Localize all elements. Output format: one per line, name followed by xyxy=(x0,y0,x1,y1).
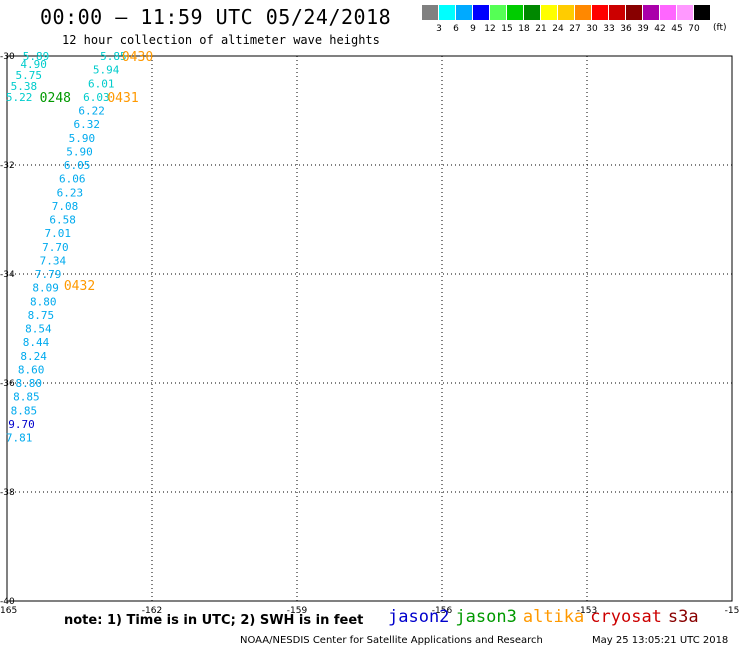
color-scale-label: 39 xyxy=(637,24,649,34)
color-swatch xyxy=(507,5,523,20)
wave-height-label: 7.70 xyxy=(42,241,69,254)
color-scale-label: 27 xyxy=(569,24,581,34)
color-swatch xyxy=(575,5,591,20)
wave-height-label: 5.94 xyxy=(93,64,120,77)
color-swatch xyxy=(439,5,455,20)
wave-height-label: 7.79 xyxy=(35,268,62,281)
color-scale-label: 42 xyxy=(654,24,666,34)
wave-height-label: 6.22 xyxy=(78,105,105,118)
wave-height-label: 5.85 xyxy=(100,50,127,63)
satellite-legend-item: jason2 xyxy=(388,607,450,627)
wave-height-label: 7.08 xyxy=(52,200,79,213)
color-scale-label: 12 xyxy=(484,24,496,34)
wave-height-label: 9.70 xyxy=(8,418,35,431)
wave-height-label: 8.24 xyxy=(20,350,47,363)
color-swatch xyxy=(490,5,506,20)
y-tick-label: -40 xyxy=(0,597,15,607)
color-swatch xyxy=(524,5,540,20)
satellite-legend-item: jason3 xyxy=(455,607,517,627)
color-scale-label: 36 xyxy=(620,24,632,34)
x-tick-label: -153 xyxy=(577,606,597,616)
wave-height-label: 8.75 xyxy=(28,309,55,322)
color-swatch xyxy=(473,5,489,20)
satellite-legend-item: s3a xyxy=(667,607,699,627)
pass-time-label: 0430 xyxy=(122,50,153,65)
color-swatch xyxy=(626,5,642,20)
wave-height-label: 4.90 xyxy=(20,58,47,71)
x-tick-label: -159 xyxy=(287,606,308,616)
color-scale-label: 33 xyxy=(603,24,615,34)
wave-height-label: 5.22 xyxy=(6,91,33,104)
wave-height-label: 5.90 xyxy=(66,145,93,158)
color-scale-label: 45 xyxy=(671,24,683,34)
wave-height-label: 6.32 xyxy=(74,118,101,131)
wave-height-label: 5.75 xyxy=(16,69,43,82)
x-tick-label: -15 xyxy=(725,606,740,616)
color-swatch xyxy=(456,5,472,20)
satellite-legend-item: altika xyxy=(522,607,585,627)
color-scale-label: 18 xyxy=(518,24,530,34)
wave-height-label: 8.09 xyxy=(32,282,59,295)
wave-height-label: 6.03 xyxy=(83,91,110,104)
x-tick-label: -165 xyxy=(0,606,17,616)
color-swatch xyxy=(677,5,693,20)
wave-height-label: 8.85 xyxy=(13,391,40,404)
satellite-legend: jason2 jason3 altika cryosat s3a xyxy=(388,607,705,627)
wave-height-label: 6.05 xyxy=(64,159,91,172)
color-scale-label: 70 xyxy=(688,24,700,34)
wave-height-label: 8.80 xyxy=(16,377,43,390)
y-tick-label: -36 xyxy=(0,379,15,389)
color-swatch xyxy=(643,5,659,20)
wave-height-label: 5.89 xyxy=(23,50,50,63)
color-scale-label: 9 xyxy=(470,24,476,34)
pass-time-label: 0431 xyxy=(107,91,138,106)
y-tick-label: -32 xyxy=(0,161,15,171)
footer-credit: NOAA/NESDIS Center for Satellite Applica… xyxy=(240,635,543,646)
wave-height-label: 5.90 xyxy=(69,132,96,145)
wave-height-label: 8.60 xyxy=(18,363,45,376)
y-tick-label: -30 xyxy=(0,52,15,62)
color-scale-label: 15 xyxy=(501,24,513,34)
color-swatch xyxy=(592,5,608,20)
wave-height-label: 6.06 xyxy=(59,173,86,186)
color-scale-label: 21 xyxy=(535,24,547,34)
color-scale-label: 30 xyxy=(586,24,598,34)
satellite-legend-item: cryosat xyxy=(590,607,662,627)
color-swatch xyxy=(422,5,438,20)
color-swatch xyxy=(694,5,710,20)
color-swatch xyxy=(660,5,676,20)
chart-title: 00:00 – 11:59 UTC 05/24/2018 xyxy=(40,5,392,29)
color-swatch xyxy=(541,5,557,20)
wave-height-label: 5.38 xyxy=(11,80,38,93)
pass-time-label: 0248 xyxy=(40,91,71,106)
color-scale-unit: (ft) xyxy=(713,23,727,33)
footer-timestamp: May 25 13:05:21 UTC 2018 xyxy=(592,635,729,646)
pass-time-label: 0432 xyxy=(64,279,95,294)
chart-subtitle: 12 hour collection of altimeter wave hei… xyxy=(62,33,380,47)
y-tick-label: -38 xyxy=(0,488,15,498)
wave-height-label: 7.01 xyxy=(45,227,72,240)
footer-note: note: 1) Time is in UTC; 2) SWH is in fe… xyxy=(64,613,364,628)
wave-height-label: 6.23 xyxy=(57,186,84,199)
color-scale-label: 3 xyxy=(436,24,442,34)
x-tick-label: -156 xyxy=(432,606,453,616)
wave-height-label: 7.34 xyxy=(40,254,67,267)
plot-frame xyxy=(6,55,733,602)
wave-height-label: 6.01 xyxy=(88,77,115,90)
color-swatch xyxy=(558,5,574,20)
wave-height-label: 8.54 xyxy=(25,323,52,336)
wave-height-label: 8.44 xyxy=(23,336,50,349)
y-tick-label: -34 xyxy=(0,270,15,280)
x-tick-label: -162 xyxy=(142,606,162,616)
wave-height-label: 8.80 xyxy=(30,295,57,308)
wave-height-label: 6.58 xyxy=(49,214,76,227)
wave-height-label: 7.81 xyxy=(6,432,33,445)
color-scale-label: 24 xyxy=(552,24,564,34)
color-scale-label: 6 xyxy=(453,24,459,34)
wave-height-label: 8.85 xyxy=(11,404,38,417)
color-swatch xyxy=(609,5,625,20)
